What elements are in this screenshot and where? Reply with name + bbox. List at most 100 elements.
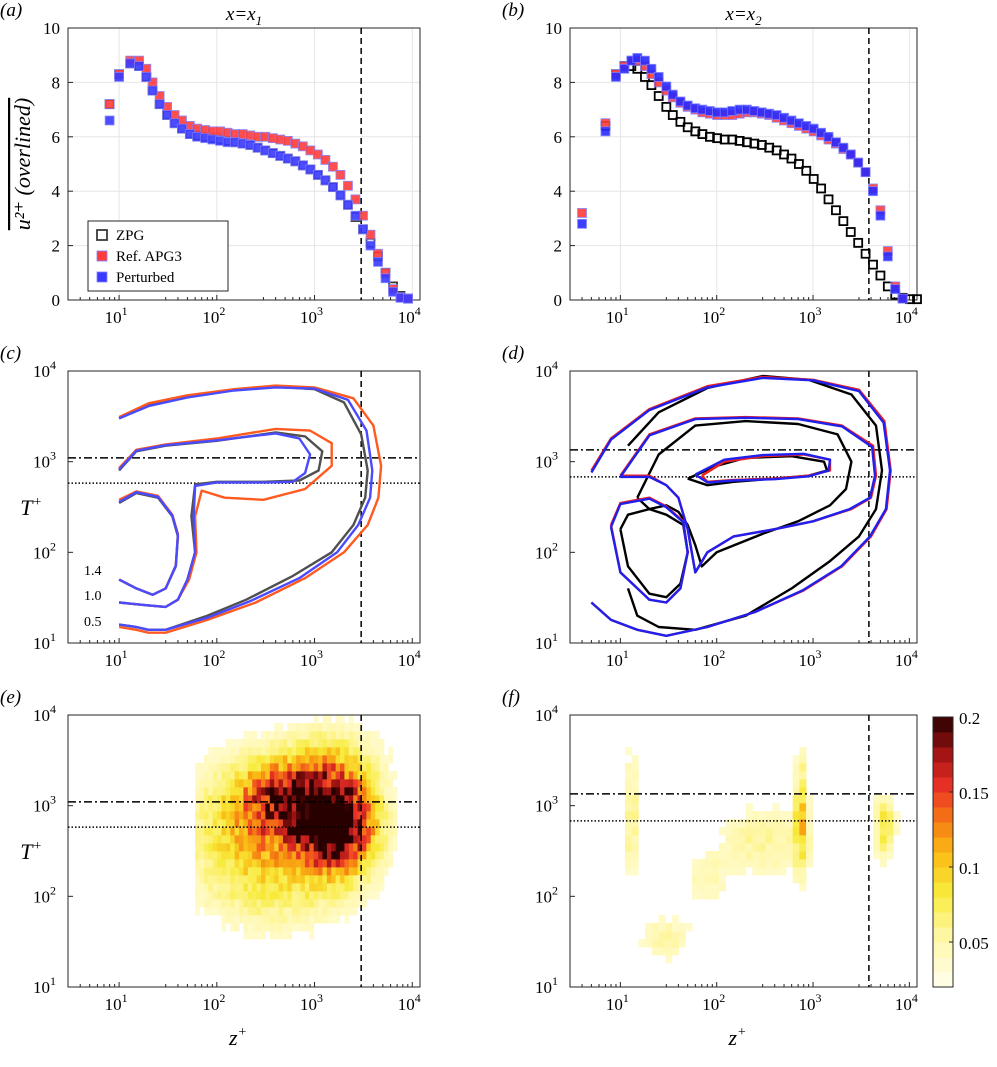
heatmap-cell (375, 819, 380, 828)
data-point-ref-apg3 (312, 149, 323, 160)
heatmap-cell (348, 715, 354, 724)
heatmap-cell (340, 859, 345, 868)
heatmap-cell (335, 747, 341, 756)
heatmap-cell (383, 755, 389, 764)
heatmap-cell (331, 859, 337, 868)
heatmap-cell (322, 883, 328, 892)
heatmap-cell (230, 827, 236, 836)
heatmap-cell (296, 859, 301, 868)
heatmap-cell (318, 899, 323, 908)
heatmap-cell (779, 811, 787, 820)
data-point-ref-apg3 (320, 155, 331, 165)
y-tick-label: 10 (43, 19, 60, 38)
x-tick-label: 104 (895, 647, 918, 670)
legend-box (87, 220, 229, 292)
heatmap-cell (759, 827, 767, 836)
heatmap-cell (300, 923, 306, 932)
y-axis-label: T+ (20, 839, 42, 864)
heatmap-cell (772, 827, 780, 836)
heatmap-cell (375, 779, 380, 788)
heatmap-cell (366, 755, 372, 764)
heatmap-cell (879, 803, 888, 812)
y-tick-label: 10 (545, 19, 562, 38)
heatmap-cell (631, 851, 639, 860)
data-point-zpg (661, 101, 672, 112)
heatmap-cell (313, 787, 319, 796)
data-point-ref-apg3 (335, 169, 346, 180)
heatmap-cell (792, 859, 800, 868)
contour-level-label: 0.5 (84, 615, 102, 630)
heatmap-cell (799, 763, 807, 772)
heatmap-cell (331, 771, 337, 780)
heatmap-cell (287, 923, 293, 932)
heatmap-cell (375, 859, 380, 868)
heatmap-cell (759, 835, 767, 844)
heatmap-cell (792, 819, 800, 828)
heatmap-cell (203, 763, 209, 772)
heatmap-cell (291, 771, 297, 780)
heatmap-cell (247, 883, 253, 892)
heatmap-cell (256, 891, 262, 900)
heatmap-cell (282, 931, 288, 940)
heatmap-cell (208, 795, 214, 804)
heatmap-cell (331, 867, 337, 876)
heatmap-cell (296, 851, 301, 860)
heatmap-cell (300, 723, 306, 732)
heatmap-cell (309, 803, 315, 812)
heatmap-cell (340, 835, 345, 844)
x-tick-label: 102 (202, 304, 225, 327)
x-tick-label: 103 (300, 991, 323, 1014)
heatmap-cell (199, 859, 205, 868)
heatmap-cell (265, 891, 271, 900)
heatmap-cell (692, 875, 700, 884)
heatmap-cell (212, 803, 218, 812)
heatmap-cell (243, 891, 249, 900)
heatmap-cell (331, 763, 337, 772)
heatmap-cell (269, 811, 275, 820)
heatmap-cell (278, 755, 284, 764)
heatmap-cell (370, 819, 376, 828)
heatmap-cell (203, 907, 209, 916)
heatmap-cell (309, 747, 315, 756)
heatmap-cell (296, 915, 301, 924)
heatmap-cell (658, 939, 666, 948)
heatmap-cell (230, 763, 236, 772)
heatmap-cell (212, 851, 218, 860)
heatmap-cell (313, 747, 319, 756)
y-tick-label: 102 (535, 883, 558, 906)
heatmap-cell (217, 835, 222, 844)
heatmap-cell (296, 811, 301, 820)
heatmap-cell (631, 835, 639, 844)
heatmap-cell (217, 819, 222, 828)
data-point-perturbed (335, 190, 346, 201)
heatmap-cell (261, 819, 266, 828)
heatmap-cell (318, 883, 323, 892)
heatmap-cell (326, 899, 332, 908)
heatmap-cell (230, 747, 236, 756)
colorbar-segment (933, 852, 953, 868)
heatmap-cell (718, 843, 726, 852)
heatmap-cell (379, 747, 385, 756)
heatmap-cell (278, 835, 284, 844)
data-point-ref-apg3 (365, 229, 376, 240)
contour-zpg (636, 419, 853, 568)
heatmap-cell (274, 883, 279, 892)
heatmap-cell (765, 843, 773, 852)
heatmap-cell (785, 859, 794, 868)
heatmap-cell (375, 835, 380, 844)
heatmap-cell (326, 771, 332, 780)
heatmap-cell (692, 859, 700, 868)
heatmap-cell (745, 835, 753, 844)
heatmap-cell (879, 843, 888, 852)
heatmap-cell (322, 835, 328, 844)
data-point-perturbed (653, 72, 664, 82)
heatmap-cell (243, 771, 249, 780)
heatmap-cell (353, 843, 359, 852)
heatmap-cell (344, 723, 350, 732)
heatmap-cell (370, 739, 376, 748)
data-point-perturbed (646, 63, 657, 74)
heatmap-cell (344, 835, 350, 844)
heatmap-cell (203, 899, 209, 908)
heatmap-cell (221, 851, 227, 860)
